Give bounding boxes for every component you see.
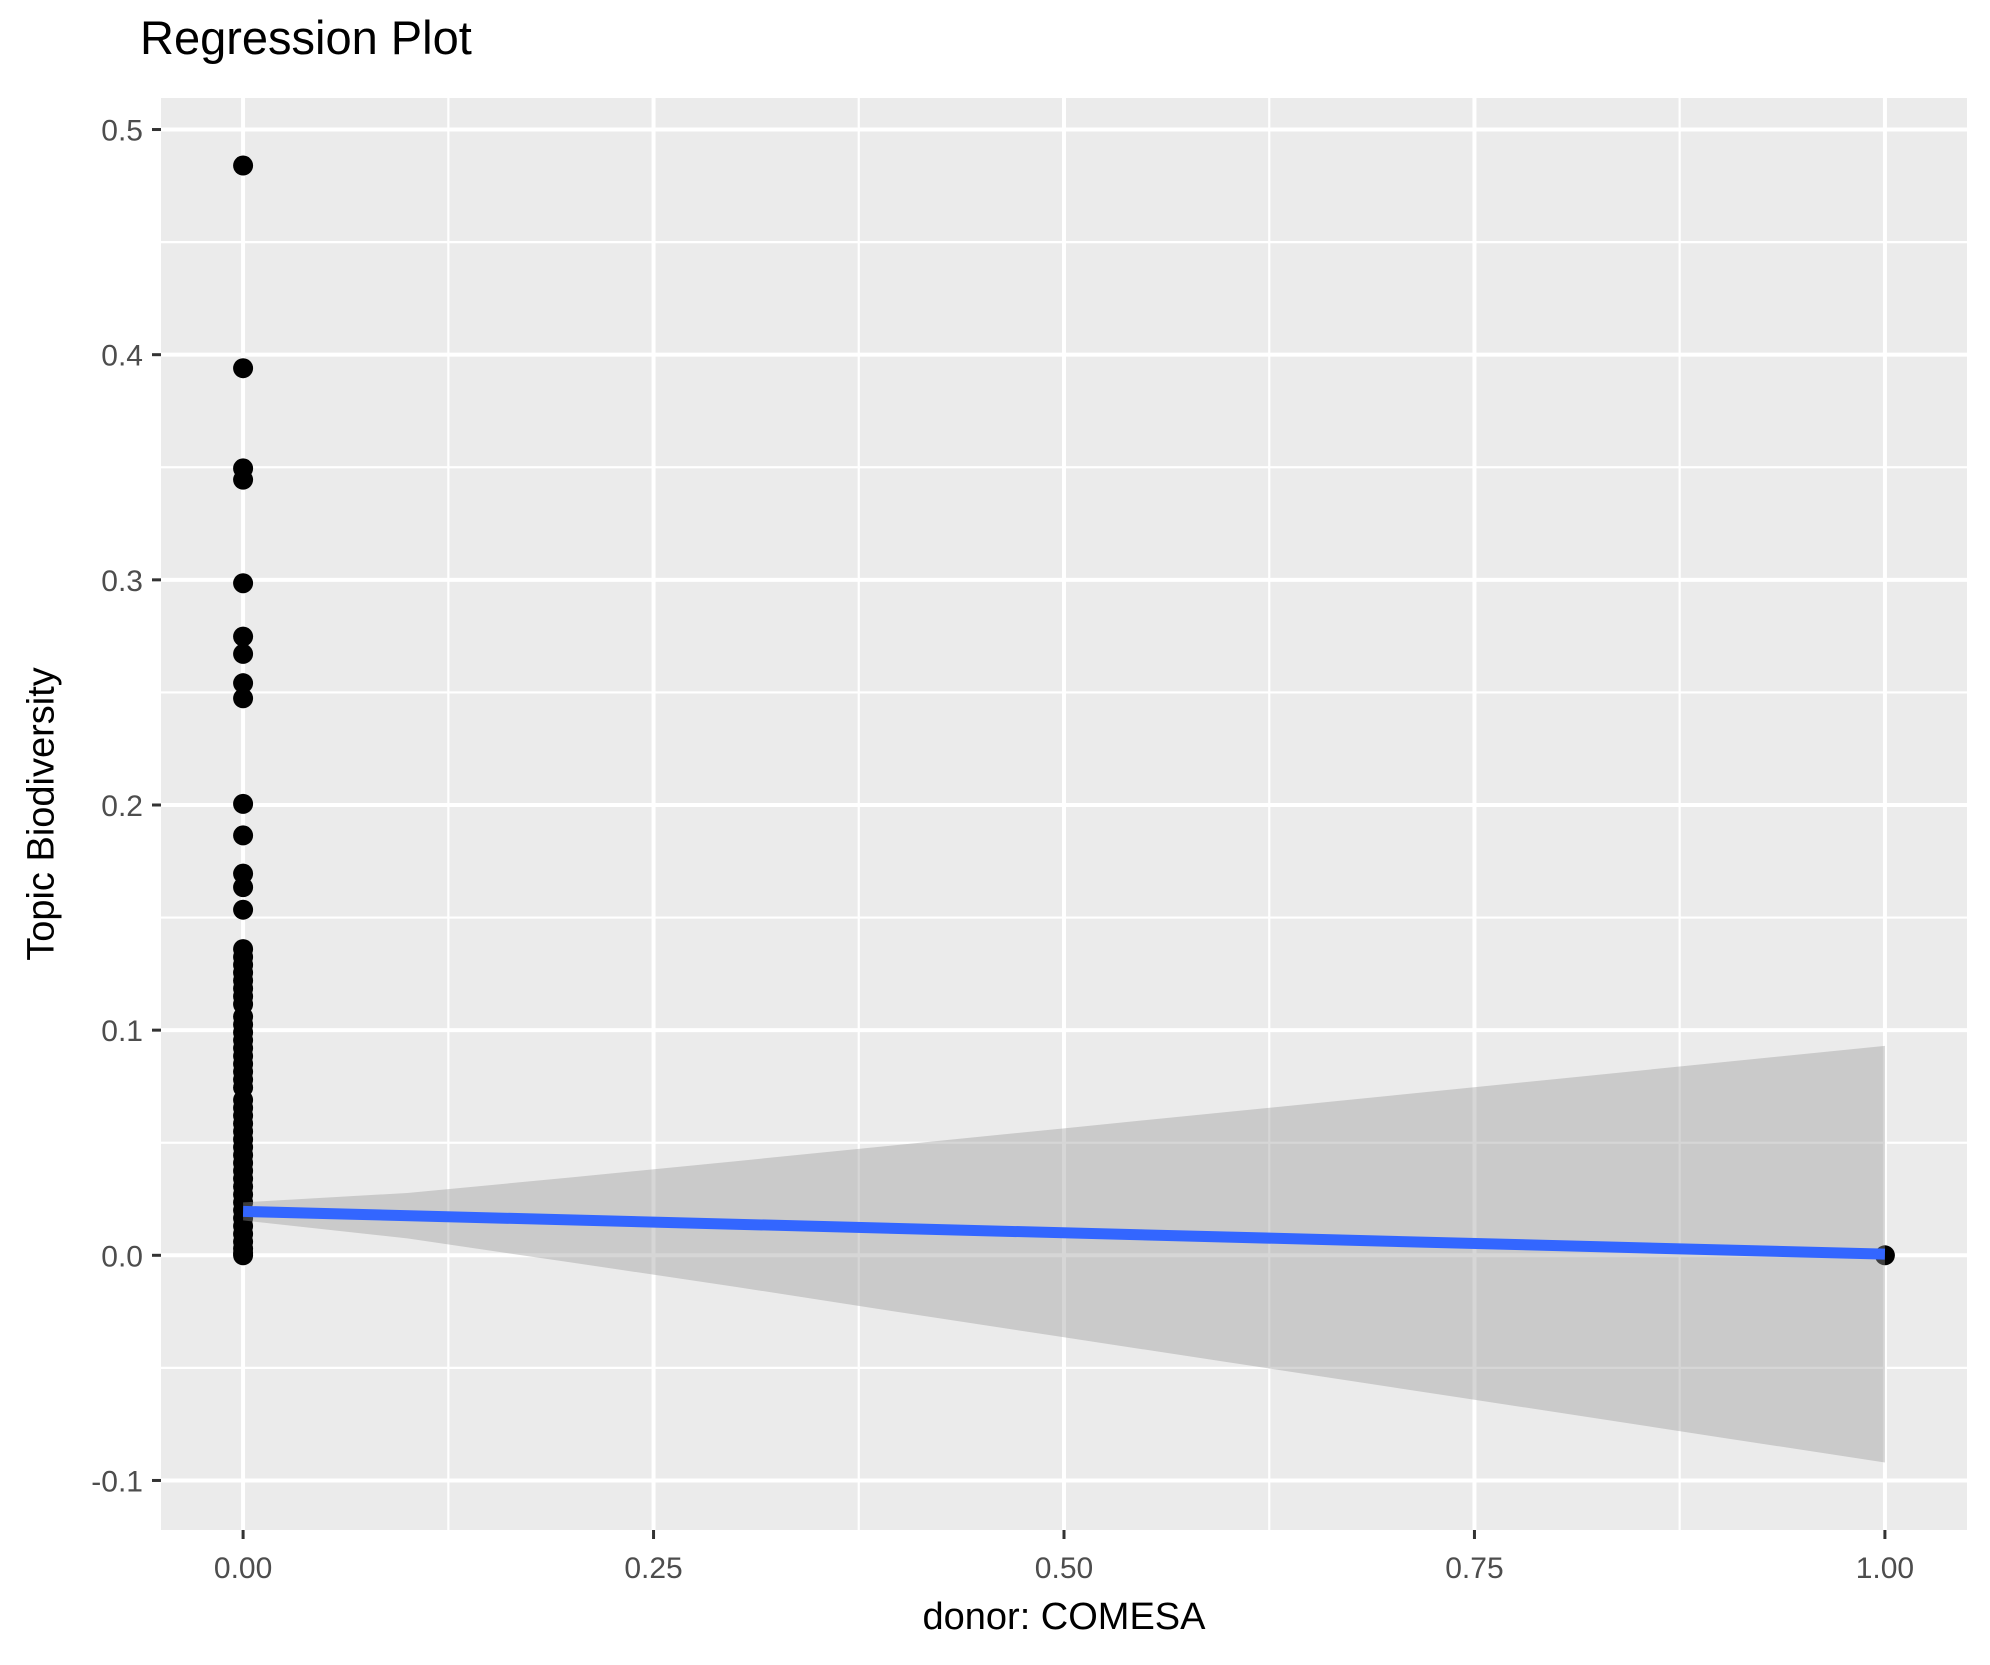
x-tick-label: 0.75	[1445, 1552, 1503, 1585]
data-point	[233, 793, 254, 814]
data-point	[233, 825, 254, 846]
data-point	[233, 1245, 254, 1266]
y-tick-label: 0.4	[101, 340, 143, 373]
data-point	[233, 877, 254, 898]
x-tick-label: 0.50	[1035, 1552, 1093, 1585]
x-tick-label: 0.25	[624, 1552, 682, 1585]
data-point	[233, 673, 254, 694]
x-tick-label: 1.00	[1856, 1552, 1914, 1585]
regression-line	[242, 1205, 1886, 1260]
y-tick-label: 0.1	[101, 1015, 143, 1048]
y-tick-label: 0.2	[101, 790, 143, 823]
x-tick-label: 0.00	[214, 1552, 272, 1585]
y-tick-label: -0.1	[91, 1465, 143, 1498]
data-point	[233, 626, 254, 647]
data-point	[233, 688, 254, 709]
data-point	[233, 358, 254, 379]
plot-title: Regression Plot	[140, 11, 472, 64]
data-point	[233, 573, 254, 594]
x-axis-title: donor: COMESA	[922, 1596, 1206, 1638]
data-point	[233, 899, 254, 920]
data-point	[233, 643, 254, 664]
confidence-ribbon	[243, 1045, 1885, 1463]
y-tick-label: 0.3	[101, 565, 143, 598]
data-point	[233, 155, 254, 176]
y-tick-label: 0.0	[101, 1240, 143, 1273]
data-point	[233, 469, 254, 490]
y-tick-label: 0.5	[101, 115, 143, 148]
